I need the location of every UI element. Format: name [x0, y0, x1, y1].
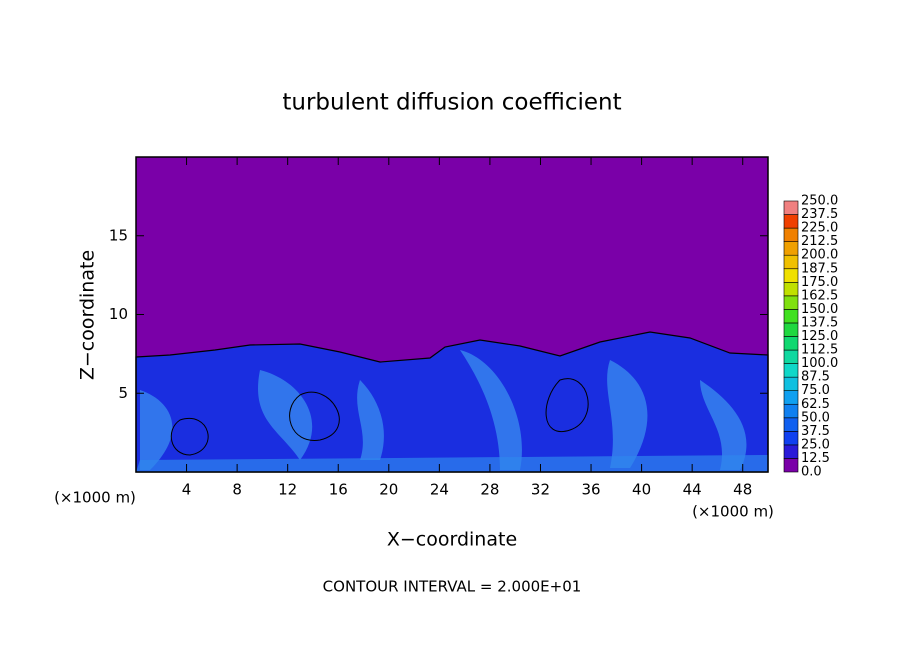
colorbar-label: 162.5: [801, 288, 838, 303]
colorbar-segment: [783, 363, 799, 378]
colorbar-segment: [783, 390, 799, 405]
y-tick-label: 15: [109, 226, 128, 244]
x-tick-label: 24: [430, 481, 449, 499]
x-tick-label: 8: [232, 481, 242, 499]
colorbar-segment: [783, 200, 799, 215]
x-tick-label: 36: [581, 481, 600, 499]
colorbar-label: 187.5: [801, 261, 838, 276]
x-tick-label: 32: [531, 481, 550, 499]
y-tick-label: 5: [118, 384, 128, 402]
colorbar-segment: [783, 336, 799, 351]
contour-lines: [170, 378, 589, 456]
colorbar-label: 150.0: [801, 302, 838, 317]
x-unit: (×1000 m): [54, 489, 136, 507]
colorbar-segment: [783, 322, 799, 337]
x-tick-label: 40: [632, 481, 651, 499]
colorbar-segment: [783, 417, 799, 432]
colorbar-label: 25.0: [801, 437, 830, 452]
x-tick-label: 20: [379, 481, 398, 499]
colorbar-label: 250.0: [801, 194, 838, 209]
turbulent-region: [135, 331, 769, 473]
x-tick-label: 28: [480, 481, 499, 499]
colorbar-label: 100.0: [801, 356, 838, 371]
colorbar-segment: [783, 309, 799, 324]
colorbar-label: 87.5: [801, 370, 830, 385]
colorbar-label: 62.5: [801, 397, 830, 412]
colorbar-segment: [783, 214, 799, 229]
colorbar-label: 212.5: [801, 234, 838, 249]
colorbar-label: 37.5: [801, 424, 830, 439]
colorbar-segment: [783, 295, 799, 310]
x-tick-label: 48: [733, 481, 752, 499]
colorbar-label: 237.5: [801, 207, 838, 222]
y-tick-label: 10: [109, 305, 128, 323]
colorbar-label: 125.0: [801, 329, 838, 344]
y-axis-label: Z−coordinate: [77, 250, 99, 380]
colorbar-label: 0.0: [801, 465, 822, 480]
colorbar-label: 112.5: [801, 343, 838, 358]
colorbar-segment: [783, 254, 799, 270]
field: [135, 157, 769, 473]
colorbar-label: 75.0: [801, 383, 830, 398]
chart-title: turbulent diffusion coefficient: [282, 90, 621, 116]
colorbar-segment: [783, 349, 799, 364]
colorbar-segment: [783, 403, 799, 419]
colorbar-segment: [783, 431, 799, 446]
colorbar-segment: [783, 227, 799, 242]
x-axis-label: X−coordinate: [387, 529, 517, 551]
x-tick-label: 12: [278, 481, 297, 499]
colorbar-segment: [783, 281, 799, 297]
colorbar-label: 175.0: [801, 275, 838, 290]
colorbar-label: 225.0: [801, 221, 838, 236]
field-streaks: [140, 350, 747, 470]
colorbar-segment: [783, 241, 799, 256]
colorbar-label: 200.0: [801, 248, 838, 263]
footnote: CONTOUR INTERVAL = 2.000E+01: [323, 578, 582, 596]
x-tick-label: 44: [683, 481, 702, 499]
surface-layer: [136, 455, 768, 472]
colorbar-label: 50.0: [801, 410, 830, 425]
x-tick-label: 16: [329, 481, 348, 499]
x-tick-label: 4: [182, 481, 192, 499]
colorbar-segment: [783, 376, 799, 391]
colorbar-label: 12.5: [801, 451, 830, 466]
colorbar-segment: [783, 268, 799, 283]
colorbar-label: 137.5: [801, 315, 838, 330]
colorbar-segment: [783, 444, 799, 459]
x-unit-right: (×1000 m): [692, 503, 774, 521]
colorbar-segment: [783, 458, 799, 473]
